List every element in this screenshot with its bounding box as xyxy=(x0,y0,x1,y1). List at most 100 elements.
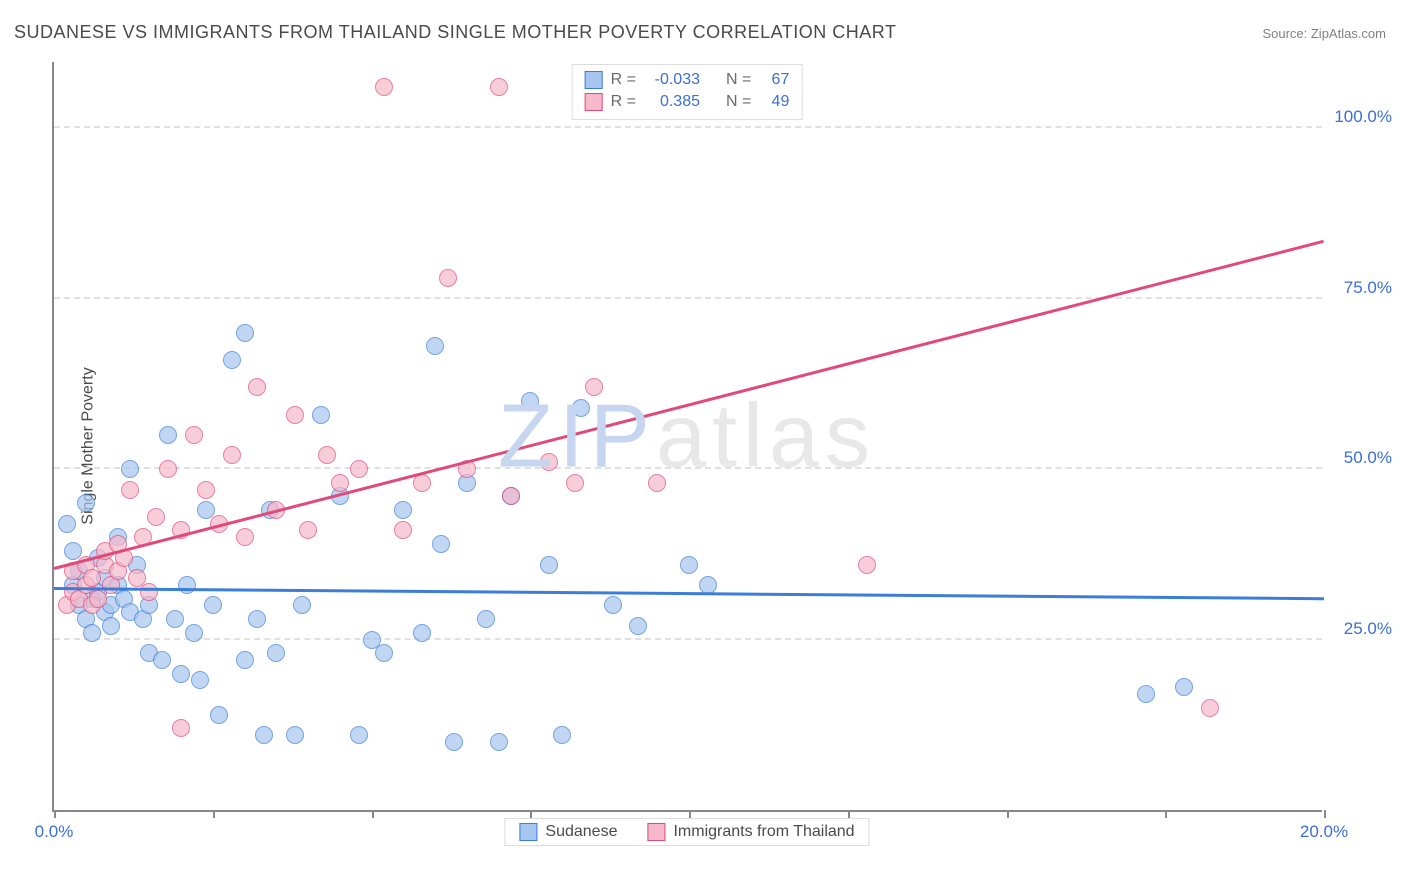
scatter-point-sudanese xyxy=(204,596,222,614)
scatter-point-sudanese xyxy=(293,596,311,614)
scatter-point-thailand xyxy=(439,269,457,287)
scatter-point-thailand xyxy=(502,487,520,505)
scatter-point-thailand xyxy=(121,481,139,499)
plot-area: 25.0%50.0%75.0%100.0%0.0%20.0% xyxy=(52,62,1322,812)
bottom-legend: Sudanese Immigrants from Thailand xyxy=(504,818,869,846)
y-tick-label: 75.0% xyxy=(1344,278,1392,298)
y-tick-label: 50.0% xyxy=(1344,448,1392,468)
stats-legend-box: R = -0.033 N = 67 R = 0.385 N = 49 xyxy=(572,64,803,120)
scatter-point-sudanese xyxy=(540,556,558,574)
y-tick-label: 25.0% xyxy=(1344,619,1392,639)
gridline xyxy=(54,297,1322,299)
scatter-point-thailand xyxy=(299,521,317,539)
scatter-point-sudanese xyxy=(191,671,209,689)
x-tick xyxy=(1007,810,1009,818)
scatter-point-thailand xyxy=(585,378,603,396)
scatter-point-thailand xyxy=(1201,699,1219,717)
x-tick-label: 0.0% xyxy=(35,822,74,842)
source-link[interactable]: ZipAtlas.com xyxy=(1311,26,1386,41)
stats-row-sudanese: R = -0.033 N = 67 xyxy=(585,69,790,91)
scatter-point-thailand xyxy=(172,719,190,737)
legend-swatch-sudanese xyxy=(519,823,537,841)
scatter-point-sudanese xyxy=(445,733,463,751)
chart-title: SUDANESE VS IMMIGRANTS FROM THAILAND SIN… xyxy=(14,22,896,43)
source-label: Source: xyxy=(1262,26,1310,41)
x-tick xyxy=(530,810,532,818)
scatter-point-sudanese xyxy=(178,576,196,594)
stat-N-label: N = xyxy=(726,91,751,113)
x-tick xyxy=(213,810,215,818)
scatter-point-sudanese xyxy=(166,610,184,628)
stat-R-value: -0.033 xyxy=(644,69,700,91)
x-tick xyxy=(689,810,691,818)
legend-swatch-sudanese xyxy=(585,71,603,89)
gridline xyxy=(54,467,1322,469)
scatter-point-sudanese xyxy=(413,624,431,642)
x-tick xyxy=(848,810,850,818)
scatter-point-sudanese xyxy=(248,610,266,628)
stat-N-value: 67 xyxy=(759,69,789,91)
scatter-point-sudanese xyxy=(350,726,368,744)
source-attribution: Source: ZipAtlas.com xyxy=(1262,26,1386,41)
scatter-point-thailand xyxy=(394,521,412,539)
scatter-point-sudanese xyxy=(1175,678,1193,696)
scatter-point-sudanese xyxy=(629,617,647,635)
scatter-point-thailand xyxy=(147,508,165,526)
scatter-point-sudanese xyxy=(375,644,393,662)
stat-N-value: 49 xyxy=(759,91,789,113)
scatter-point-sudanese xyxy=(267,644,285,662)
scatter-point-sudanese xyxy=(680,556,698,574)
scatter-point-sudanese xyxy=(553,726,571,744)
scatter-point-sudanese xyxy=(521,392,539,410)
scatter-point-thailand xyxy=(159,460,177,478)
scatter-point-thailand xyxy=(858,556,876,574)
trend-line-sudanese xyxy=(54,587,1324,600)
scatter-point-thailand xyxy=(236,528,254,546)
scatter-point-sudanese xyxy=(490,733,508,751)
scatter-point-sudanese xyxy=(286,726,304,744)
scatter-point-thailand xyxy=(540,453,558,471)
y-tick-label: 100.0% xyxy=(1334,107,1392,127)
stats-row-thailand: R = 0.385 N = 49 xyxy=(585,91,790,113)
scatter-point-sudanese xyxy=(477,610,495,628)
scatter-point-thailand xyxy=(490,78,508,96)
plot-container: 25.0%50.0%75.0%100.0%0.0%20.0% ZIPatlas … xyxy=(52,62,1322,812)
scatter-point-sudanese xyxy=(432,535,450,553)
trend-line-thailand xyxy=(54,239,1325,569)
stat-R-label: R = xyxy=(611,69,636,91)
scatter-point-thailand xyxy=(375,78,393,96)
scatter-point-sudanese xyxy=(153,651,171,669)
x-tick xyxy=(54,810,56,818)
stat-N-label: N = xyxy=(726,69,751,91)
x-tick xyxy=(372,810,374,818)
scatter-point-thailand xyxy=(140,583,158,601)
scatter-point-sudanese xyxy=(77,494,95,512)
x-tick xyxy=(1324,810,1326,818)
gridline xyxy=(54,638,1322,640)
legend-label-sudanese: Sudanese xyxy=(545,823,617,841)
stat-R-value: 0.385 xyxy=(644,91,700,113)
scatter-point-sudanese xyxy=(121,460,139,478)
scatter-point-sudanese xyxy=(394,501,412,519)
scatter-point-sudanese xyxy=(236,324,254,342)
scatter-point-sudanese xyxy=(572,399,590,417)
scatter-point-sudanese xyxy=(83,624,101,642)
x-tick xyxy=(1165,810,1167,818)
scatter-point-thailand xyxy=(197,481,215,499)
scatter-point-thailand xyxy=(331,474,349,492)
scatter-point-sudanese xyxy=(312,406,330,424)
scatter-point-thailand xyxy=(648,474,666,492)
stat-R-label: R = xyxy=(611,91,636,113)
scatter-point-thailand xyxy=(566,474,584,492)
scatter-point-sudanese xyxy=(604,596,622,614)
scatter-point-thailand xyxy=(286,406,304,424)
legend-item-thailand: Immigrants from Thailand xyxy=(647,823,854,841)
scatter-point-thailand xyxy=(83,569,101,587)
scatter-point-sudanese xyxy=(102,617,120,635)
scatter-point-thailand xyxy=(223,446,241,464)
x-tick-label: 20.0% xyxy=(1300,822,1348,842)
scatter-point-sudanese xyxy=(185,624,203,642)
scatter-point-thailand xyxy=(248,378,266,396)
scatter-point-sudanese xyxy=(255,726,273,744)
scatter-point-sudanese xyxy=(1137,685,1155,703)
